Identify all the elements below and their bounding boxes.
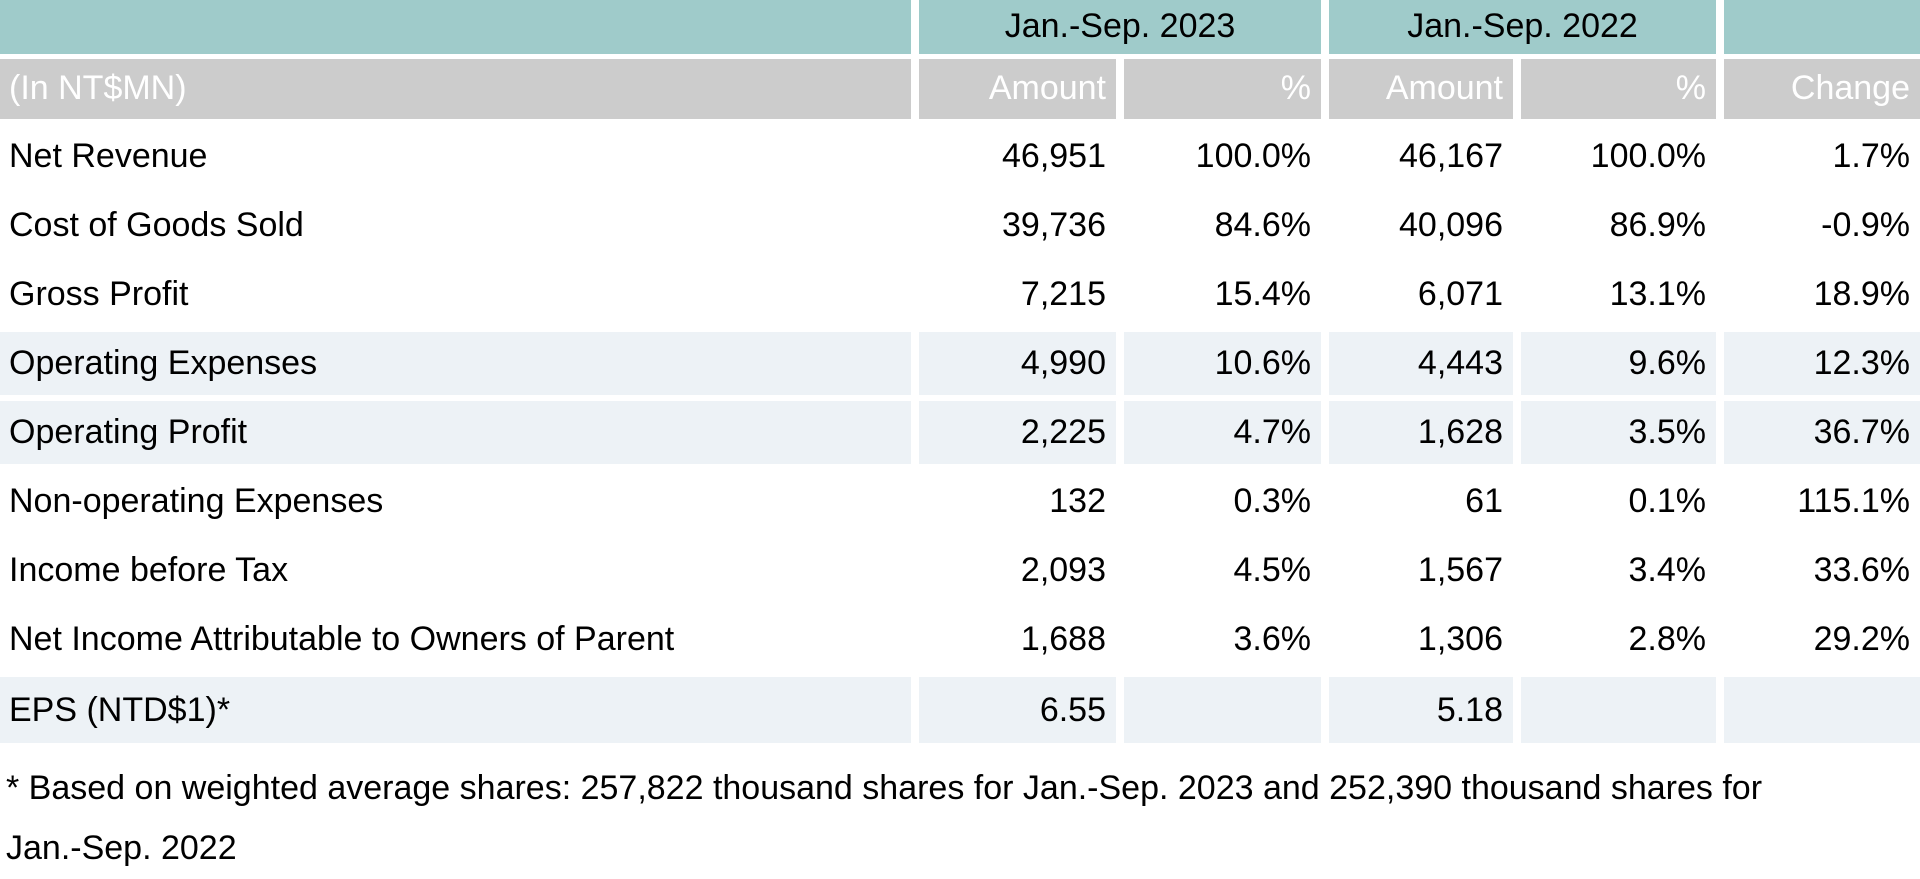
change-cell: 33.6% bbox=[1720, 533, 1920, 605]
amount-2022-cell: 1,628 bbox=[1325, 395, 1521, 467]
amount-2022-cell: 1,306 bbox=[1325, 602, 1521, 674]
row-label: Operating Expenses bbox=[0, 326, 919, 398]
change-cell: 18.9% bbox=[1720, 257, 1920, 329]
period-header-spacer-left bbox=[0, 0, 919, 59]
pct-2023-cell: 10.6% bbox=[1120, 326, 1329, 398]
change-cell: 1.7% bbox=[1720, 119, 1920, 191]
pct-2022-cell: 100.0% bbox=[1517, 119, 1724, 191]
row-label: Operating Profit bbox=[0, 395, 919, 467]
amount-2023-cell: 7,215 bbox=[915, 257, 1124, 329]
change-cell bbox=[1720, 671, 1920, 743]
amount-2023-cell: 1,688 bbox=[915, 602, 1124, 674]
table-row: Gross Profit 7,215 15.4% 6,071 13.1% 18.9% bbox=[0, 257, 1920, 329]
pct-2022-cell: 0.1% bbox=[1517, 464, 1724, 536]
amount-2022-cell: 1,567 bbox=[1325, 533, 1521, 605]
pct-2023-cell: 100.0% bbox=[1120, 119, 1329, 191]
pct-2022-cell: 2.8% bbox=[1517, 602, 1724, 674]
column-header-percent-2022: % bbox=[1517, 56, 1724, 122]
amount-2022-cell: 5.18 bbox=[1325, 671, 1521, 743]
amount-2022-cell: 4,443 bbox=[1325, 326, 1521, 398]
amount-2023-cell: 6.55 bbox=[915, 671, 1124, 743]
amount-2023-cell: 39,736 bbox=[915, 188, 1124, 260]
pct-2022-cell bbox=[1517, 671, 1724, 743]
change-cell: 12.3% bbox=[1720, 326, 1920, 398]
column-header-percent-2023: % bbox=[1120, 56, 1329, 122]
pct-2022-cell: 3.5% bbox=[1517, 395, 1724, 467]
pct-2023-cell: 4.5% bbox=[1120, 533, 1329, 605]
pct-2022-cell: 13.1% bbox=[1517, 257, 1724, 329]
column-header-row: (In NT$MN) Amount % Amount % Change bbox=[0, 56, 1920, 122]
pct-2023-cell: 15.4% bbox=[1120, 257, 1329, 329]
row-label: Cost of Goods Sold bbox=[0, 188, 919, 260]
row-label: EPS (NTD$1)* bbox=[0, 671, 919, 743]
period-header-2022: Jan.-Sep. 2022 bbox=[1325, 0, 1724, 59]
row-label: Net Revenue bbox=[0, 119, 919, 191]
change-cell: -0.9% bbox=[1720, 188, 1920, 260]
row-label: Gross Profit bbox=[0, 257, 919, 329]
pct-2022-cell: 3.4% bbox=[1517, 533, 1724, 605]
amount-2023-cell: 4,990 bbox=[915, 326, 1124, 398]
table-row: Operating Expenses 4,990 10.6% 4,443 9.6% 12.… bbox=[0, 326, 1920, 398]
table-row: Net Income Attributable to Owners of Par… bbox=[0, 602, 1920, 674]
amount-2022-cell: 46,167 bbox=[1325, 119, 1521, 191]
table-row: Income before Tax 2,093 4.5% 1,567 3.4% 33.6% bbox=[0, 533, 1920, 605]
column-header-amount-2023: Amount bbox=[915, 56, 1124, 122]
pct-2023-cell: 4.7% bbox=[1120, 395, 1329, 467]
pct-2023-cell: 84.6% bbox=[1120, 188, 1329, 260]
column-header-change: Change bbox=[1720, 56, 1920, 122]
table-row: Cost of Goods Sold 39,736 84.6% 40,096 86.9%… bbox=[0, 188, 1920, 260]
table-row: Non-operating Expenses 132 0.3% 61 0.1% 115.1… bbox=[0, 464, 1920, 536]
change-cell: 29.2% bbox=[1720, 602, 1920, 674]
row-label: Non-operating Expenses bbox=[0, 464, 919, 536]
table-row: EPS (NTD$1)* 6.55 5.18 bbox=[0, 671, 1920, 743]
change-cell: 115.1% bbox=[1720, 464, 1920, 536]
pct-2023-cell: 0.3% bbox=[1120, 464, 1329, 536]
footnote: * Based on weighted average shares: 257,… bbox=[6, 769, 1763, 867]
amount-2023-cell: 132 bbox=[915, 464, 1124, 536]
pct-2023-cell bbox=[1120, 671, 1329, 743]
table-body: Net Revenue 46,951 100.0% 46,167 100.0% 1.7% C… bbox=[0, 119, 1920, 743]
pct-2023-cell: 3.6% bbox=[1120, 602, 1329, 674]
amount-2022-cell: 40,096 bbox=[1325, 188, 1521, 260]
change-cell: 36.7% bbox=[1720, 395, 1920, 467]
table-row: Net Revenue 46,951 100.0% 46,167 100.0% 1.7% bbox=[0, 119, 1920, 191]
row-label: Net Income Attributable to Owners of Par… bbox=[0, 602, 919, 674]
table-row: Operating Profit 2,225 4.7% 1,628 3.5% 36.7% bbox=[0, 395, 1920, 467]
column-header-amount-2022: Amount bbox=[1325, 56, 1521, 122]
pct-2022-cell: 86.9% bbox=[1517, 188, 1724, 260]
pct-2022-cell: 9.6% bbox=[1517, 326, 1724, 398]
period-header-spacer-right bbox=[1720, 0, 1920, 59]
unit-label: (In NT$MN) bbox=[0, 56, 919, 122]
income-statement-table: Jan.-Sep. 2023 Jan.-Sep. 2022 (In NT$MN)… bbox=[0, 0, 1920, 743]
amount-2022-cell: 61 bbox=[1325, 464, 1521, 536]
amount-2022-cell: 6,071 bbox=[1325, 257, 1521, 329]
row-label: Income before Tax bbox=[0, 533, 919, 605]
amount-2023-cell: 2,225 bbox=[915, 395, 1124, 467]
period-header-2023: Jan.-Sep. 2023 bbox=[915, 0, 1329, 59]
period-header-row: Jan.-Sep. 2023 Jan.-Sep. 2022 bbox=[0, 0, 1920, 59]
amount-2023-cell: 46,951 bbox=[915, 119, 1124, 191]
amount-2023-cell: 2,093 bbox=[915, 533, 1124, 605]
